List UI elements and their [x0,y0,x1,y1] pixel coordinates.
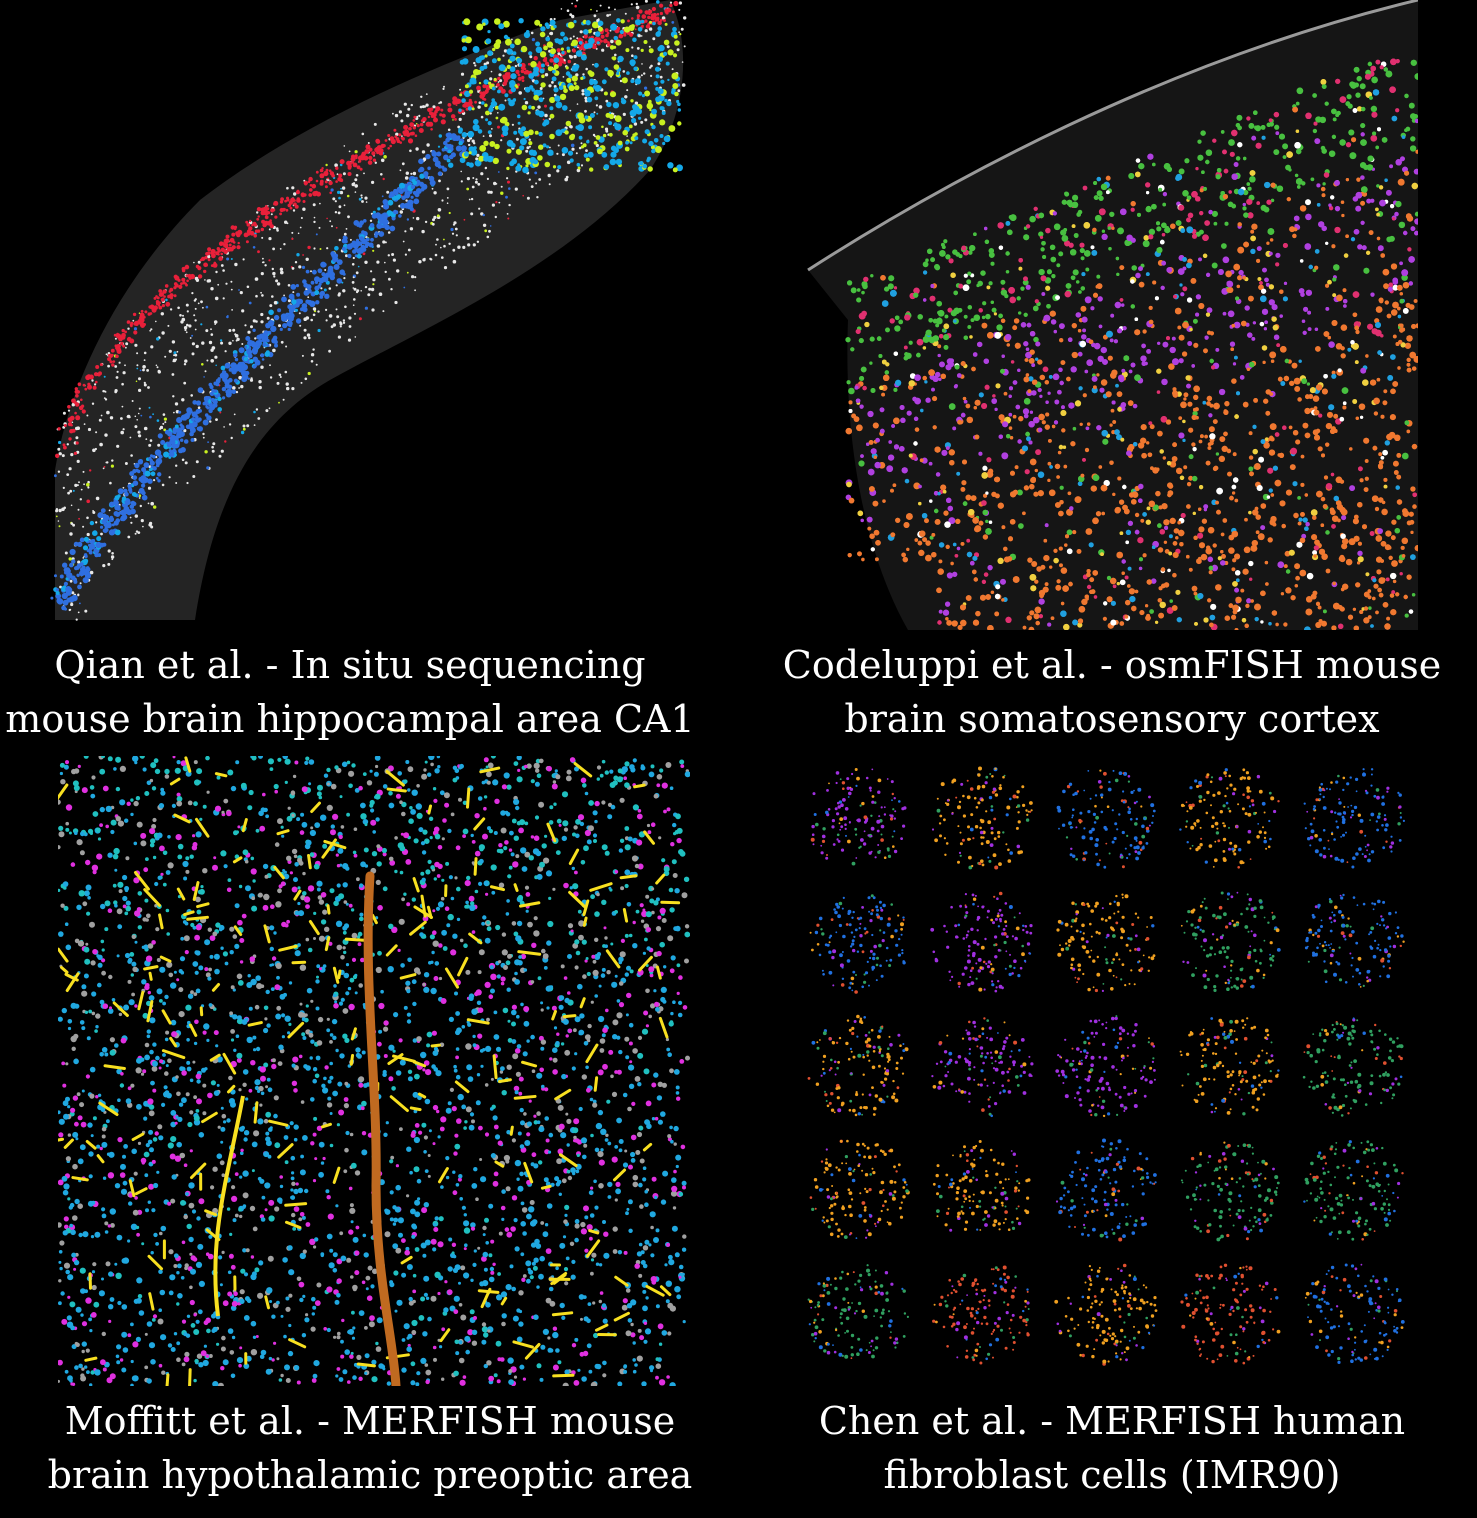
chen-cell-0-3 [1179,768,1280,869]
chen-cell-0-0 [810,768,907,866]
chen-cell-2-4 [1302,1017,1404,1117]
tissue-edge [807,0,1418,272]
chen-cell-4-1 [932,1265,1030,1365]
chen-cell-4-4 [1304,1263,1405,1364]
moffitt-yellow-streaks [58,756,681,1386]
moffitt-microscopy-image [58,756,690,1386]
panel-chen-image [800,760,1412,1380]
moffitt-yellow-vessel [213,1095,245,1317]
caption-codeluppi: Codeluppi et al. - osmFISH mouse brain s… [752,638,1472,746]
chen-microscopy-image [807,766,1405,1366]
chen-cell-3-2 [1055,1138,1157,1242]
caption-moffitt-line1: Moffitt et al. - MERFISH mouse [64,1399,676,1443]
chen-cell-3-3 [1180,1141,1280,1242]
chen-cell-4-3 [1180,1263,1281,1365]
chen-cell-4-2 [1054,1263,1158,1366]
caption-qian-line2: mouse brain hippocampal area CA1 [5,697,695,741]
moffitt-vessel [363,871,401,1386]
chen-cell-3-1 [932,1140,1031,1232]
panel-qian-image [0,0,740,630]
codeluppi-microscopy-image [807,0,1418,630]
chen-cell-1-4 [1304,893,1405,988]
caption-chen: Chen et al. - MERFISH human fibroblast c… [752,1394,1472,1502]
chen-cell-0-4 [1303,768,1405,869]
caption-moffitt-line2: brain hypothalamic preoptic area [47,1453,693,1497]
caption-qian: Qian et al. - In situ sequencing mouse b… [0,638,700,746]
chen-cell-1-2 [1056,893,1156,993]
caption-qian-line1: Qian et al. - In situ sequencing [54,643,646,687]
chen-cell-2-1 [931,1017,1034,1118]
chen-cell-2-0 [807,1014,909,1117]
chen-cell-1-3 [1180,891,1281,992]
chen-cell-0-2 [1056,769,1156,869]
caption-codeluppi-line2: brain somatosensory cortex [844,697,1380,741]
panel-moffitt-image [58,756,690,1386]
panel-codeluppi-image [788,0,1418,630]
chen-cell-1-1 [930,891,1033,993]
chen-cell-3-4 [1303,1140,1404,1241]
qian-red-border [55,0,679,458]
codeluppi-cells [845,58,1418,630]
chen-cell-1-0 [809,894,906,994]
caption-codeluppi-line1: Codeluppi et al. - osmFISH mouse [782,643,1442,687]
caption-chen-line1: Chen et al. - MERFISH human [818,1399,1406,1443]
tissue-section [55,0,684,620]
qian-blue-layer [50,129,469,611]
caption-moffitt: Moffitt et al. - MERFISH mouse brain hyp… [0,1394,740,1502]
chen-cell-3-0 [809,1139,910,1239]
qian-microscopy-image [50,0,687,621]
caption-chen-line2: fibroblast cells (IMR90) [883,1453,1341,1497]
chen-cell-2-2 [1055,1015,1156,1118]
chen-cell-2-3 [1179,1017,1280,1116]
qian-cluster [458,18,683,174]
chen-cell-0-1 [931,766,1033,870]
qian-white-speckles [54,0,687,621]
chen-cell-4-0 [807,1264,909,1360]
